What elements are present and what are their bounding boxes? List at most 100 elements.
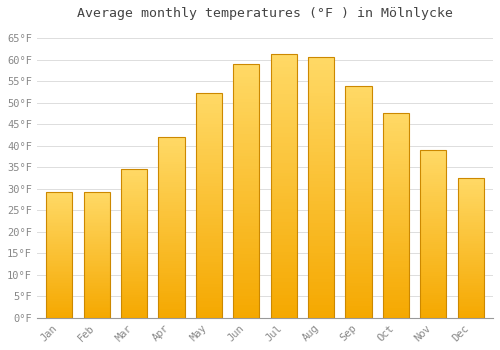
Bar	[158, 211, 184, 214]
Bar	[158, 286, 184, 288]
Bar	[308, 210, 334, 214]
Bar	[196, 116, 222, 118]
Bar	[233, 197, 260, 201]
Bar	[420, 194, 446, 196]
Bar	[270, 54, 296, 318]
Bar	[270, 252, 296, 255]
Bar	[270, 180, 296, 183]
Bar	[308, 80, 334, 83]
Bar	[233, 191, 260, 194]
Bar	[382, 233, 409, 236]
Bar	[158, 257, 184, 259]
Bar	[196, 110, 222, 112]
Bar	[196, 135, 222, 138]
Bar	[270, 199, 296, 202]
Bar	[158, 209, 184, 211]
Bar	[46, 260, 72, 261]
Bar	[382, 313, 409, 315]
Bar	[458, 278, 483, 279]
Bar	[196, 174, 222, 177]
Bar	[121, 172, 147, 174]
Bar	[196, 217, 222, 219]
Bar	[158, 200, 184, 202]
Bar	[158, 307, 184, 309]
Bar	[196, 121, 222, 124]
Bar	[382, 174, 409, 177]
Bar	[158, 137, 184, 318]
Bar	[233, 137, 260, 140]
Bar	[233, 210, 260, 213]
Bar	[158, 261, 184, 264]
Bar	[346, 159, 372, 162]
Bar	[458, 290, 483, 292]
Bar	[382, 179, 409, 182]
Bar	[346, 92, 372, 95]
Bar	[420, 240, 446, 242]
Bar	[458, 271, 483, 272]
Bar	[196, 118, 222, 121]
Bar	[196, 231, 222, 233]
Bar	[420, 222, 446, 223]
Bar	[458, 217, 483, 218]
Bar	[420, 184, 446, 186]
Bar	[382, 300, 409, 302]
Bar	[158, 275, 184, 277]
Bar	[382, 254, 409, 256]
Bar	[84, 277, 110, 279]
Bar	[233, 293, 260, 296]
Bar	[270, 242, 296, 245]
Bar	[270, 127, 296, 130]
Bar	[196, 197, 222, 200]
Bar	[308, 184, 334, 188]
Bar	[158, 137, 184, 139]
Bar	[308, 266, 334, 269]
Bar	[420, 173, 446, 175]
Bar	[233, 108, 260, 112]
Bar	[382, 131, 409, 133]
Bar	[420, 236, 446, 238]
Bar	[420, 232, 446, 234]
Bar	[158, 252, 184, 254]
Bar	[158, 304, 184, 307]
Bar	[233, 169, 260, 172]
Bar	[46, 312, 72, 313]
Bar	[46, 226, 72, 228]
Bar	[308, 288, 334, 292]
Bar	[233, 267, 260, 270]
Bar	[46, 230, 72, 231]
Bar	[382, 156, 409, 159]
Bar	[420, 284, 446, 286]
Bar	[308, 168, 334, 171]
Bar	[382, 138, 409, 141]
Bar	[46, 307, 72, 308]
Bar	[84, 291, 110, 293]
Bar	[196, 203, 222, 205]
Bar	[382, 190, 409, 192]
Bar	[420, 238, 446, 240]
Bar	[458, 210, 483, 211]
Bar	[308, 90, 334, 93]
Bar	[458, 276, 483, 278]
Bar	[121, 264, 147, 266]
Bar	[270, 272, 296, 275]
Bar	[121, 299, 147, 301]
Bar	[196, 124, 222, 127]
Bar	[346, 240, 372, 243]
Bar	[121, 271, 147, 273]
Bar	[270, 315, 296, 318]
Bar	[233, 70, 260, 74]
Bar	[46, 298, 72, 299]
Bar	[84, 211, 110, 212]
Bar	[158, 311, 184, 313]
Bar	[233, 245, 260, 248]
Bar	[270, 216, 296, 219]
Bar	[420, 246, 446, 248]
Bar	[420, 257, 446, 259]
Bar	[382, 200, 409, 202]
Bar	[84, 193, 110, 195]
Bar	[270, 278, 296, 282]
Bar	[420, 270, 446, 272]
Bar	[121, 266, 147, 267]
Bar	[458, 211, 483, 213]
Bar	[308, 312, 334, 315]
